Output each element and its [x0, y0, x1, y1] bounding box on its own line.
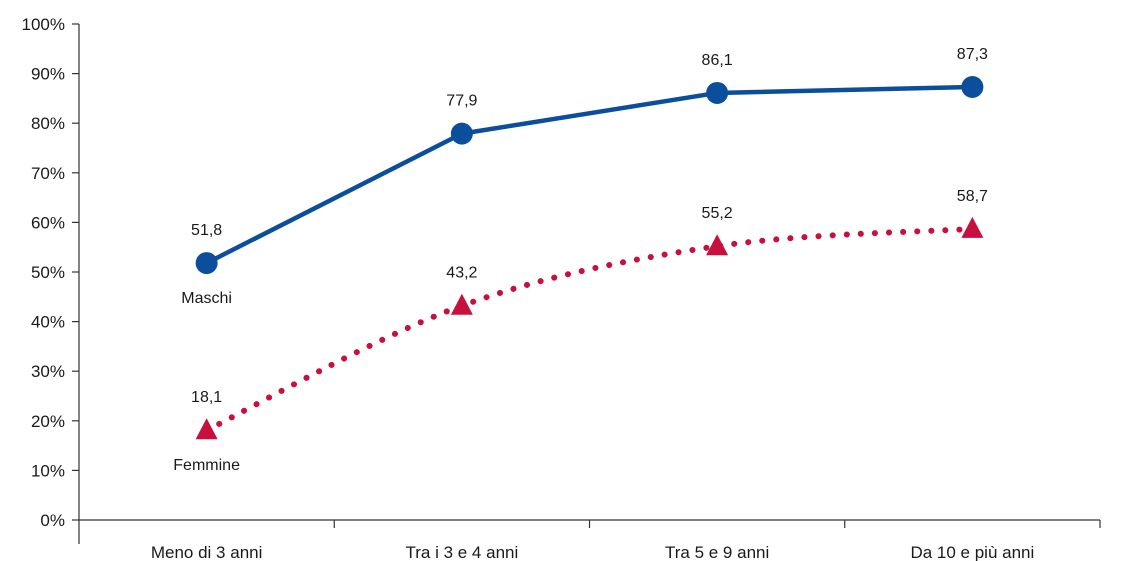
- y-tick-label: 50%: [31, 263, 65, 282]
- y-tick-label: 10%: [31, 461, 65, 480]
- data-label: 43,2: [446, 265, 477, 282]
- data-point: [450, 293, 473, 315]
- data-point: [961, 216, 984, 238]
- data-label: 77,9: [446, 93, 477, 110]
- series-layer: 51,8 77,9 86,1 87,3 Maschi 18,1 43,2 55,2 58,7 Fe…: [173, 46, 988, 474]
- data-label: 55,2: [702, 205, 733, 222]
- y-tick-label: 20%: [31, 412, 65, 431]
- y-tick-label: 100%: [22, 15, 65, 34]
- data-point: [195, 418, 218, 440]
- x-axis: Meno di 3 anni Tra i 3 e 4 anni Tra 5 e 9 …: [79, 519, 1101, 561]
- data-label: 58,7: [957, 188, 988, 205]
- series-femmine: 18,1 43,2 55,2 58,7 Femmine: [173, 188, 988, 474]
- series-name-label: Maschi: [181, 290, 232, 307]
- x-tick-label: Tra 5 e 9 anni: [665, 543, 769, 561]
- y-tick-label: 70%: [31, 164, 65, 183]
- series-maschi: 51,8 77,9 86,1 87,3 Maschi: [181, 46, 988, 307]
- y-axis: 0% 10% 20% 30% 40% 50% 60% 70% 80% 90% 100%: [22, 15, 80, 544]
- y-tick-label: 30%: [31, 362, 65, 381]
- data-label: 86,1: [702, 52, 733, 69]
- x-tick-label: Da 10 e più anni: [910, 543, 1034, 561]
- y-tick-label: 40%: [31, 313, 65, 332]
- data-label: 51,8: [191, 222, 222, 239]
- series-line: [205, 84, 973, 266]
- x-tick-label: Tra i 3 e 4 anni: [405, 543, 518, 561]
- data-label: 18,1: [191, 389, 222, 406]
- y-tick-label: 90%: [31, 65, 65, 84]
- data-point: [961, 75, 984, 98]
- y-tick-label: 0%: [40, 511, 65, 530]
- data-point: [706, 81, 729, 104]
- y-tick-label: 60%: [31, 213, 65, 232]
- series-name-label: Femmine: [173, 457, 240, 474]
- series-line: [203, 225, 976, 434]
- y-tick-label: 80%: [31, 114, 65, 133]
- x-tick-label: Meno di 3 anni: [151, 543, 263, 561]
- data-label: 87,3: [957, 46, 988, 63]
- data-point: [195, 252, 218, 275]
- data-point: [706, 234, 729, 256]
- data-point: [450, 122, 473, 145]
